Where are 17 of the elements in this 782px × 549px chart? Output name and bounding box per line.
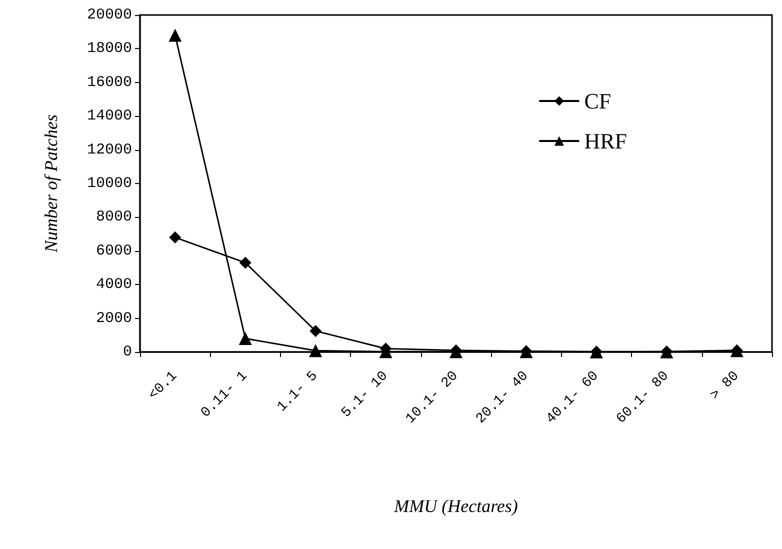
x-axis-title: MMU (Hectares): [393, 496, 518, 516]
x-tick-label: > 80: [707, 368, 743, 404]
y-tick-label: 8000: [96, 208, 132, 226]
legend-label: HRF: [584, 128, 627, 154]
y-tick-label: 2000: [96, 310, 132, 327]
x-tick-label: 5.1- 10: [338, 368, 392, 422]
y-tick-label: 4000: [96, 276, 132, 294]
y-tick-label: 14000: [86, 108, 132, 125]
y-axis-title: Number of Patches: [41, 114, 61, 254]
y-tick-label: 12000: [86, 141, 132, 158]
y-tick-label: 16000: [86, 74, 132, 91]
y-tick-label: 18000: [86, 40, 132, 58]
y-tick-label: 6000: [96, 242, 132, 260]
y-tick-label: 20000: [86, 6, 132, 24]
legend-label: CF: [584, 88, 612, 114]
y-tick-label: 0: [122, 344, 132, 360]
y-tick-label: 10000: [86, 175, 132, 192]
